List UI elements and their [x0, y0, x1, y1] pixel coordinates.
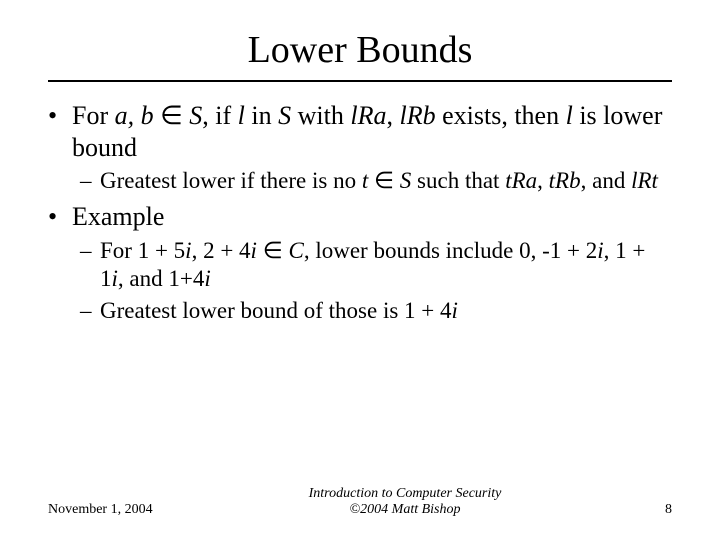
- slide-body: • For a, b ∈ S, if l in S with lRa, lRb …: [48, 100, 672, 325]
- footer-center: Introduction to Computer Security ©2004 …: [198, 486, 612, 518]
- elem-of-icon: ∈: [154, 101, 190, 130]
- elem-of-icon: ∈: [257, 238, 289, 263]
- var-l: l: [566, 101, 573, 130]
- bullet-2: • Example: [48, 201, 672, 233]
- text: , and: [581, 168, 631, 193]
- text: , if: [202, 101, 237, 130]
- slide-footer: November 1, 2004 Introduction to Compute…: [48, 486, 672, 518]
- bullet-dash-icon: –: [80, 297, 100, 325]
- var-lRb: lRb: [399, 101, 435, 130]
- text: such that: [411, 168, 505, 193]
- var-tRa: tRa: [505, 168, 537, 193]
- bullet-dash-icon: –: [80, 237, 100, 293]
- title-rule: [48, 80, 672, 82]
- bullet-dash-icon: –: [80, 167, 100, 195]
- var-tRb: tRb: [549, 168, 581, 193]
- text: in: [245, 101, 278, 130]
- footer-copyright: ©2004 Matt Bishop: [198, 502, 612, 518]
- var-lRa: lRa: [350, 101, 386, 130]
- text: with: [291, 101, 350, 130]
- text: ,: [537, 168, 549, 193]
- text: For 1 + 5: [100, 238, 185, 263]
- bullet-2a: – For 1 + 5i, 2 + 4i ∈ C, lower bounds i…: [80, 237, 672, 293]
- bullet-2b: – Greatest lower bound of those is 1 + 4…: [80, 297, 672, 325]
- bullet-2b-text: Greatest lower bound of those is 1 + 4i: [100, 297, 672, 325]
- bullet-dot-icon: •: [48, 201, 72, 233]
- var-i: i: [204, 266, 210, 291]
- text: ,: [386, 101, 399, 130]
- bullet-dot-icon: •: [48, 100, 72, 163]
- elem-of-icon: ∈: [368, 168, 400, 193]
- bullet-2-text: Example: [72, 201, 672, 233]
- footer-date: November 1, 2004: [48, 502, 198, 518]
- text: For: [72, 101, 115, 130]
- var-l: l: [238, 101, 245, 130]
- var-S: S: [278, 101, 291, 130]
- bullet-2a-text: For 1 + 5i, 2 + 4i ∈ C, lower bounds inc…: [100, 237, 672, 293]
- var-S: S: [189, 101, 202, 130]
- bullet-1a-text: Greatest lower if there is no t ∈ S such…: [100, 167, 672, 195]
- text: , 2 + 4: [192, 238, 251, 263]
- bullet-1a: – Greatest lower if there is no t ∈ S su…: [80, 167, 672, 195]
- var-S: S: [400, 168, 412, 193]
- text: Greatest lower bound of those is 1 + 4: [100, 298, 452, 323]
- var-C: C: [288, 238, 303, 263]
- var-i: i: [452, 298, 458, 323]
- text: exists, then: [436, 101, 566, 130]
- slide-title: Lower Bounds: [48, 28, 672, 72]
- bullet-1-text: For a, b ∈ S, if l in S with lRa, lRb ex…: [72, 100, 672, 163]
- text: , lower bounds include 0, -1 + 2: [304, 238, 597, 263]
- footer-page-number: 8: [612, 502, 672, 518]
- footer-course: Introduction to Computer Security: [198, 486, 612, 502]
- var-lRt: lRt: [631, 168, 658, 193]
- text: Greatest lower if there is no: [100, 168, 362, 193]
- var-ab: a, b: [115, 101, 154, 130]
- slide: Lower Bounds • For a, b ∈ S, if l in S w…: [0, 0, 720, 540]
- bullet-1: • For a, b ∈ S, if l in S with lRa, lRb …: [48, 100, 672, 163]
- text: , and 1+4: [118, 266, 204, 291]
